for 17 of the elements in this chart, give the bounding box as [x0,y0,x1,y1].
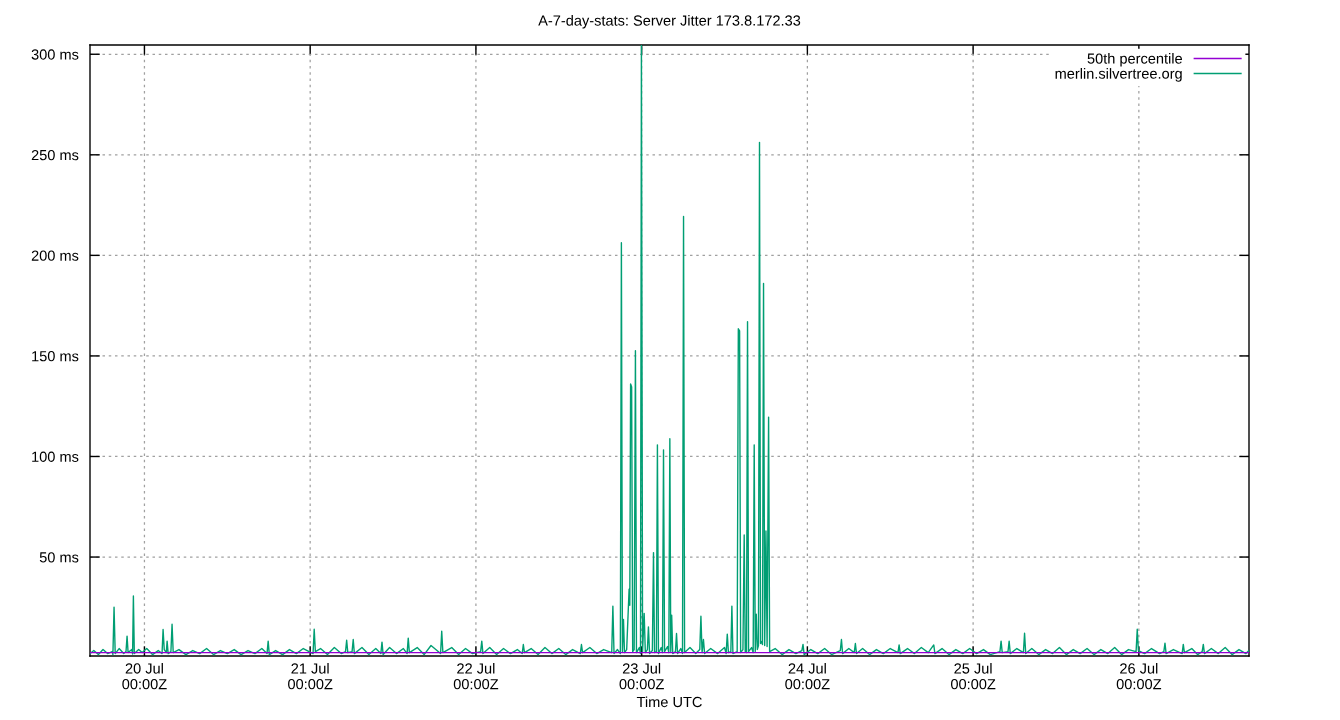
x-tick-label: 22 Jul 00:00Z [453,662,499,690]
x-tick-label: 25 Jul 00:00Z [950,662,996,690]
x-tick-label: 21 Jul 00:00Z [288,662,333,690]
y-tick-label: 150 ms [32,351,79,362]
y-tick-label: 250 ms [31,149,79,161]
x-tick-label: 20 Jul 00:00Z [122,662,167,690]
legend-label: merlin.silvertree.org [1055,68,1182,82]
x-tick-label: 23 Jul 00:00Z [619,662,664,690]
y-tick-label: 100 ms [32,451,79,462]
y-tick-label: 50 ms [39,552,79,563]
y-tick-label: 200 ms [31,250,79,261]
legend-label: 50th percentile [1087,53,1183,67]
chart-title: A-7-day-stats: Server Jitter 173.8.172.33 [538,14,801,29]
x-axis-title: Time UTC [636,696,702,708]
y-tick-label: 300 ms [31,49,79,60]
x-tick-label: 26 Jul 00:00Z [1116,662,1162,690]
x-tick-label: 24 Jul 00:00Z [785,662,830,690]
